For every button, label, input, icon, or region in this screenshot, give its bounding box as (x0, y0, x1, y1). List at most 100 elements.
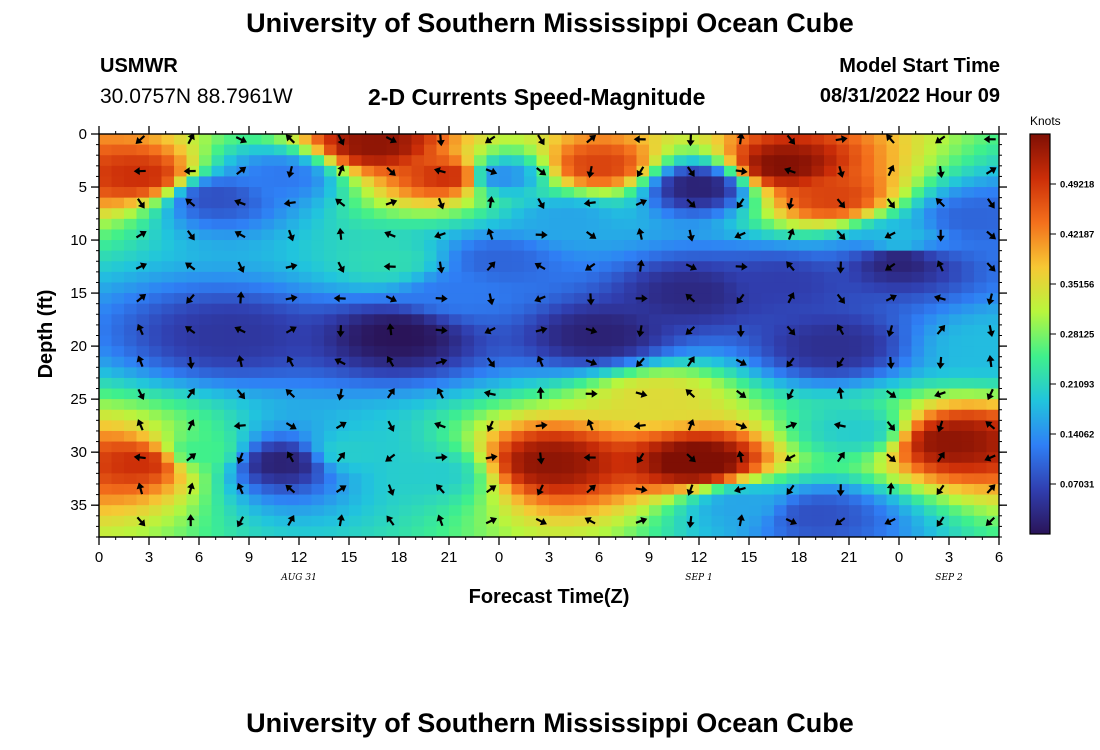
heatmap-cell (686, 134, 700, 146)
heatmap-cell (799, 144, 813, 156)
heatmap-cell (636, 240, 650, 252)
heatmap-cell (974, 346, 988, 358)
heatmap-cell (361, 261, 375, 273)
heatmap-cell (574, 293, 588, 305)
heatmap-cell (261, 420, 275, 432)
heatmap-cell (311, 218, 325, 231)
heatmap-cell (749, 176, 763, 188)
heatmap-cell (236, 271, 250, 284)
heatmap-cell (899, 420, 913, 432)
heatmap-cell (886, 261, 900, 273)
heatmap-cell (699, 515, 713, 527)
heatmap-cell (586, 430, 600, 443)
heatmap-cell (549, 240, 563, 252)
heatmap-cell (961, 494, 975, 506)
heatmap-cell (674, 229, 688, 241)
heatmap-cell (274, 282, 288, 294)
heatmap-cell (524, 144, 538, 156)
heatmap-cell (611, 473, 625, 485)
heatmap-cell (849, 420, 863, 432)
heatmap-cell (811, 165, 825, 178)
heatmap-cell (661, 356, 675, 368)
heatmap-cell (461, 452, 475, 464)
heatmap-cell (574, 250, 588, 262)
heatmap-cell (361, 229, 375, 241)
current-arrow (636, 259, 645, 272)
heatmap-cell (649, 335, 663, 347)
heatmap-cell (774, 324, 788, 337)
heatmap-cell (361, 441, 375, 453)
heatmap-cell (374, 282, 388, 294)
heatmap-cell (949, 134, 963, 146)
heatmap-cell (611, 303, 625, 315)
heatmap-cell (186, 346, 200, 358)
heatmap-cell (211, 144, 225, 156)
heatmap-cell (161, 473, 175, 485)
heatmap-cell (299, 176, 313, 188)
heatmap-cell (274, 526, 288, 537)
heatmap-cell (261, 197, 275, 209)
heatmap-cell (311, 409, 325, 421)
heatmap-cell (349, 250, 363, 262)
heatmap-cell (374, 303, 388, 315)
heatmap-cell (311, 452, 325, 464)
heatmap-cell (661, 293, 675, 305)
heatmap-cell (636, 409, 650, 421)
heatmap-cell (186, 473, 200, 485)
heatmap-cell (274, 409, 288, 421)
heatmap-cell (549, 134, 563, 146)
heatmap-cell (411, 462, 425, 474)
heatmap-cell (449, 208, 463, 220)
heatmap-cell (186, 494, 200, 506)
heatmap-cell (961, 155, 975, 167)
heatmap-cell (911, 399, 925, 411)
heatmap-cell (236, 176, 250, 188)
heatmap-cell (411, 165, 425, 178)
heatmap-cell (274, 293, 288, 305)
heatmap-cell (761, 388, 775, 400)
heatmap-cell (799, 314, 813, 326)
heatmap-cell (261, 388, 275, 400)
heatmap-cell (499, 250, 513, 262)
heatmap-cell (324, 144, 338, 156)
heatmap-cell (811, 494, 825, 506)
heatmap-cell (411, 494, 425, 506)
heatmap-cell (699, 356, 713, 368)
heatmap-cell (436, 462, 450, 474)
heatmap-cell (974, 240, 988, 252)
heatmap-cell (599, 346, 613, 358)
heatmap-cell (424, 388, 438, 400)
heatmap-cell (611, 282, 625, 294)
current-arrow (736, 325, 745, 338)
heatmap-cell (936, 526, 950, 537)
heatmap-cell (761, 218, 775, 231)
heatmap-cell (136, 409, 150, 421)
heatmap-cell (424, 176, 438, 188)
heatmap-cell (924, 441, 938, 453)
heatmap-cell (99, 240, 113, 252)
heatmap-cell (211, 515, 225, 527)
heatmap-cell (786, 293, 800, 305)
heatmap-cell (336, 526, 350, 537)
heatmap-cell (361, 462, 375, 474)
heatmap-cell (899, 229, 913, 241)
heatmap-cell (861, 155, 875, 167)
heatmap-cell (261, 473, 275, 485)
heatmap-cell (186, 367, 200, 379)
heatmap-cell (199, 176, 213, 188)
heatmap-cell (536, 441, 550, 453)
heatmap-cell (486, 144, 500, 156)
heatmap-cell (649, 134, 663, 146)
heatmap-cell (899, 250, 913, 262)
heatmap-cell (474, 441, 488, 453)
heatmap-cell (336, 505, 350, 517)
heatmap-cell (411, 346, 425, 358)
colorbar-tick-label: 0.21093 (1060, 380, 1094, 391)
heatmap-cell (349, 505, 363, 517)
heatmap-cell (961, 399, 975, 411)
heatmap-cell (211, 452, 225, 464)
heatmap-cell (161, 483, 175, 496)
heatmap-cell (511, 187, 525, 199)
heatmap-cell (124, 399, 138, 411)
heatmap-cell (224, 462, 238, 474)
